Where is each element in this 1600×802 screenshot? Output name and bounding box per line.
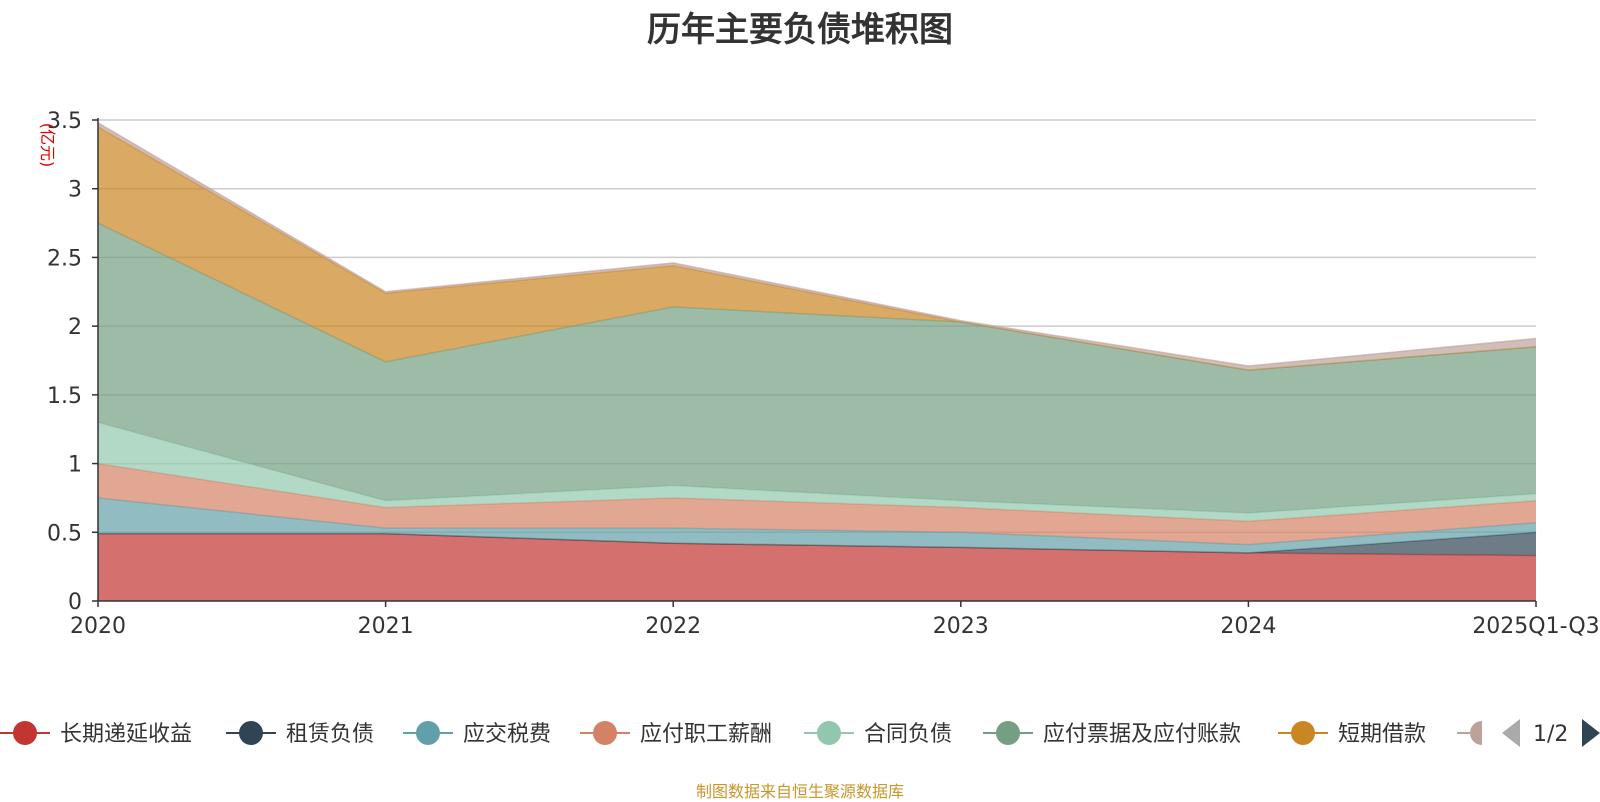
legend-item[interactable]: 应付票据及应付账款: [983, 721, 1241, 747]
legend-marker-partial-icon[interactable]: [1470, 721, 1494, 745]
x-tick-label: 2024: [1220, 614, 1276, 639]
axes: 0 0.5 1 1.5 2 2.5 3 3.5 2020 2021 2022 2023 2024 2025…: [47, 109, 1600, 639]
y-tick-label: 1.5: [47, 384, 82, 409]
triangle-right-icon[interactable]: [1582, 719, 1600, 747]
legend-marker-icon: [1291, 721, 1315, 745]
area-长期递延收益: [98, 533, 1536, 601]
legend-marker-icon: [416, 721, 440, 745]
legend-label: 租赁负债: [286, 722, 374, 747]
x-tick-label: 2025Q1-Q3: [1472, 614, 1599, 639]
legend-item[interactable]: 租赁负债: [226, 721, 374, 747]
triangle-left-icon[interactable]: [1502, 719, 1520, 747]
source-footer: 制图数据来自恒生聚源数据库: [695, 782, 904, 801]
y-tick-label: 0: [68, 590, 82, 615]
legend-page-indicator: 1/2: [1533, 722, 1568, 747]
y-tick-label: 1: [68, 453, 82, 478]
legend-label: 合同负债: [864, 722, 952, 747]
legend-marker-icon: [239, 721, 263, 745]
legend-label: 应付票据及应付账款: [1043, 722, 1241, 747]
area-series: [97, 122, 1537, 601]
y-axis-unit-label: (亿元): [38, 123, 57, 168]
legend-item[interactable]: 应付职工薪酬: [580, 721, 772, 747]
x-tick-label: 2022: [645, 614, 701, 639]
legend-marker-icon: [13, 721, 37, 745]
y-tick-label: 3: [68, 178, 82, 203]
legend-item[interactable]: 长期递延收益: [0, 721, 192, 747]
legend[interactable]: 长期递延收益 租赁负债 应交税费 应付职工薪酬 合同负债 应付票据及应付账款 短期借款 1/2: [0, 719, 1600, 747]
legend-label: 长期递延收益: [60, 722, 192, 747]
line-其他: [97, 122, 1537, 367]
legend-marker-icon: [996, 721, 1020, 745]
y-tick-label: 2: [68, 315, 82, 340]
area-应交税费: [98, 497, 1536, 553]
area-应付票据及应付账款: [98, 223, 1536, 514]
x-tick-label: 2023: [933, 614, 989, 639]
area-合同负债: [98, 422, 1536, 522]
area-租赁负债: [98, 532, 1536, 556]
y-tick-label: 0.5: [47, 521, 82, 546]
legend-marker-icon: [817, 721, 841, 745]
legend-label: 应付职工薪酬: [640, 722, 772, 747]
legend-marker-icon: [593, 721, 617, 745]
x-tick-label: 2020: [70, 614, 126, 639]
legend-label: 应交税费: [463, 722, 551, 747]
legend-item[interactable]: 合同负债: [804, 721, 952, 747]
x-tick-label: 2021: [358, 614, 414, 639]
legend-item[interactable]: 短期借款: [1278, 721, 1426, 747]
legend-label: 短期借款: [1338, 722, 1426, 747]
area-短期借款: [98, 126, 1536, 371]
area-应付职工薪酬: [98, 463, 1536, 545]
y-tick-label: 2.5: [47, 246, 82, 271]
legend-item[interactable]: 应交税费: [403, 721, 551, 747]
chart-title: 历年主要负债堆积图: [647, 10, 953, 50]
y-tick-label: 3.5: [47, 109, 82, 134]
